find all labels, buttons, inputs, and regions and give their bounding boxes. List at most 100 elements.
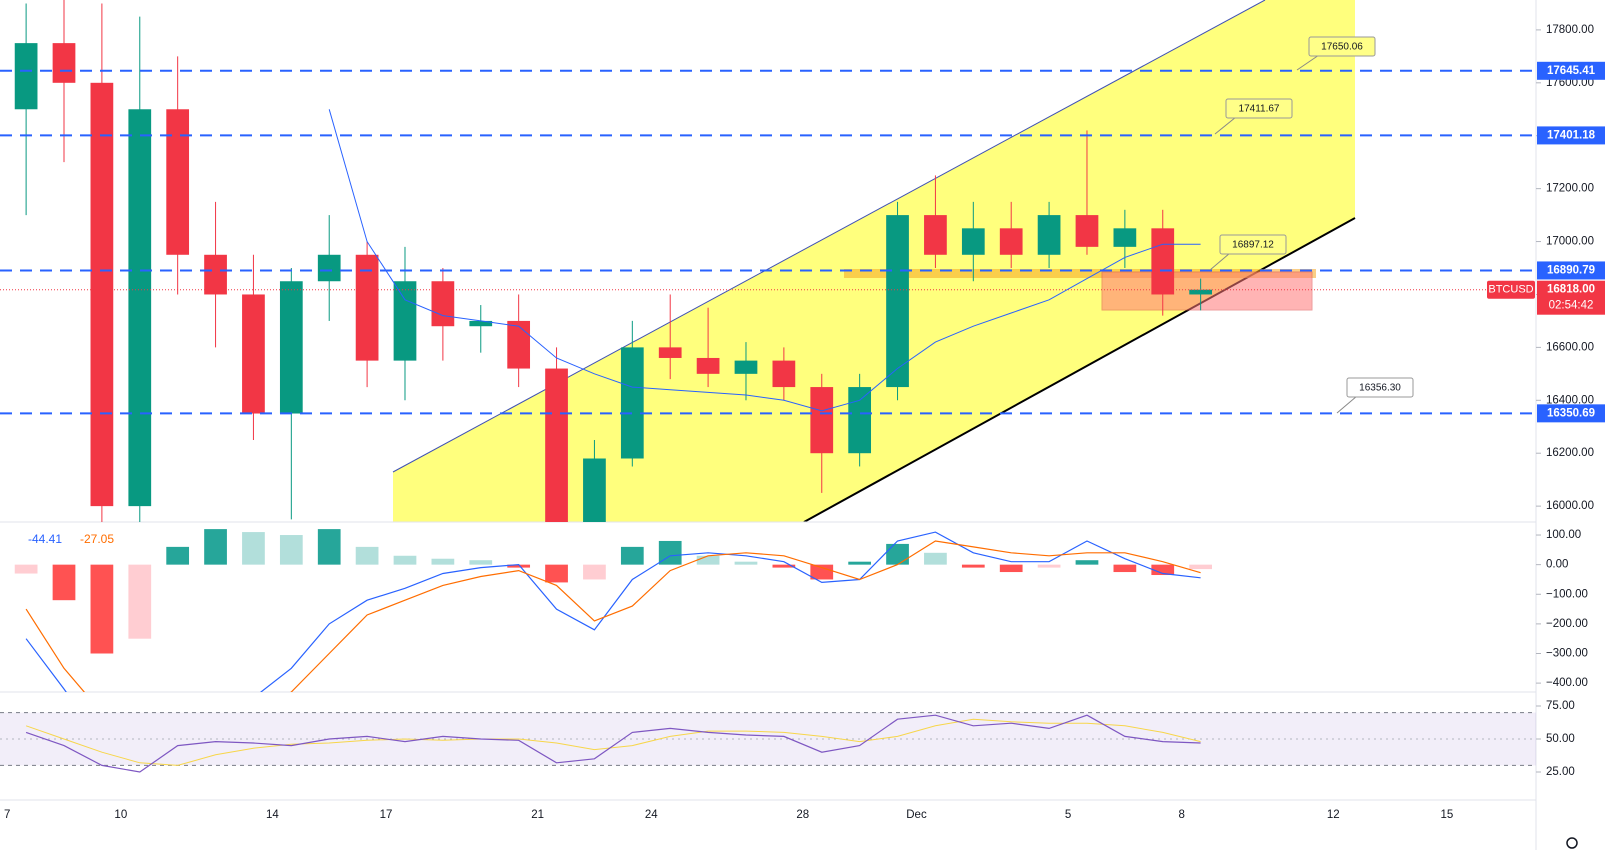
histogram-bar <box>279 535 303 565</box>
histogram-bar <box>886 543 909 565</box>
candle-body <box>924 215 947 255</box>
histogram-bar <box>431 558 455 565</box>
y-tick-label: 17200.00 <box>1546 183 1594 195</box>
candle-body <box>848 387 872 454</box>
candle-body <box>1037 215 1061 255</box>
histogram-bar <box>961 564 985 568</box>
moving-average <box>328 109 1201 412</box>
level-label: 16890.79 <box>1547 264 1595 276</box>
level-label: 17401.18 <box>1547 129 1596 141</box>
zone <box>844 269 1316 278</box>
y-tick-label: 17800.00 <box>1546 24 1594 36</box>
histogram-bar <box>583 564 606 580</box>
symbol-label: BTCUSD <box>1488 284 1533 296</box>
y-tick-label: 75.00 <box>1546 700 1575 712</box>
callout-label: 16897.12 <box>1232 240 1274 251</box>
settings-icon[interactable] <box>1566 837 1578 849</box>
drawings <box>392 0 1356 522</box>
y-tick-label: −100.00 <box>1546 588 1588 600</box>
histogram-bar <box>242 532 265 565</box>
candle-body <box>999 228 1023 255</box>
channel-lower <box>803 217 1356 522</box>
callout-pointer <box>1214 116 1237 135</box>
symbol-box <box>1487 280 1535 299</box>
candle-body <box>1113 228 1137 247</box>
y-tick-label: 16000.00 <box>1546 500 1594 512</box>
candle-body <box>658 347 682 358</box>
candle-body <box>772 360 796 388</box>
candle-body <box>696 357 720 374</box>
histogram-bar <box>507 564 531 568</box>
candle-body <box>355 254 379 361</box>
candle-body <box>1075 215 1099 247</box>
y-tick-label: 50.00 <box>1546 733 1575 745</box>
x-tick-label: 17 <box>380 809 393 821</box>
countdown-label: 02:54:42 <box>1549 300 1594 312</box>
level-label: 17645.41 <box>1547 65 1596 77</box>
candle-body <box>734 360 758 374</box>
callout-label: 17650.06 <box>1321 42 1363 53</box>
candle-body <box>279 281 303 414</box>
histogram-bar <box>1151 564 1175 576</box>
x-tick-label: 14 <box>266 809 279 821</box>
candle-body <box>507 320 531 369</box>
histogram-bar <box>924 552 947 565</box>
candle-body <box>128 109 152 507</box>
histogram-bar <box>128 564 152 639</box>
callout-label: 16356.30 <box>1359 383 1401 394</box>
x-tick-label: 15 <box>1441 809 1454 821</box>
x-tick-label: 5 <box>1065 809 1071 821</box>
y-tick-label: −200.00 <box>1546 618 1588 630</box>
pane <box>14 529 1213 692</box>
y-tick-label: 17000.00 <box>1546 236 1594 248</box>
price-label: 16818.00 <box>1547 284 1595 296</box>
level-box <box>1537 261 1605 280</box>
candle-body <box>810 387 834 454</box>
histogram-bar <box>393 555 417 565</box>
candle-body <box>166 109 190 255</box>
pane <box>14 0 1213 522</box>
y-tick-label: 16200.00 <box>1546 447 1594 459</box>
channel-upper <box>392 0 1266 473</box>
histogram-bar <box>355 546 379 565</box>
y-tick-label: −400.00 <box>1546 677 1588 689</box>
histogram-bar <box>166 546 190 565</box>
candle-body <box>886 215 909 388</box>
price-box <box>1537 280 1605 315</box>
callout-box <box>1225 98 1293 119</box>
y-tick-label: 16600.00 <box>1546 341 1594 353</box>
legend-value: -44.41 <box>28 532 62 546</box>
channel-fill <box>393 0 1355 522</box>
candle-body <box>393 281 417 361</box>
histogram-bar <box>14 564 38 574</box>
candle-body <box>1189 289 1213 295</box>
level-label: 16350.69 <box>1547 407 1595 419</box>
x-tick-label: 10 <box>114 809 127 821</box>
x-tick-label: Dec <box>906 809 927 821</box>
y-tick-label: 25.00 <box>1546 766 1575 778</box>
callout-label: 17411.67 <box>1239 104 1280 115</box>
x-tick-label: 24 <box>645 809 658 821</box>
callout-pointer <box>1336 395 1358 414</box>
candle-body <box>52 43 76 83</box>
level-box <box>1537 404 1605 423</box>
candle-body <box>431 281 455 327</box>
x-tick-label: 7 <box>4 809 10 821</box>
histogram-bar <box>810 564 834 580</box>
level-box <box>1537 61 1605 80</box>
histogram-bar <box>1189 564 1213 570</box>
histogram-bar <box>317 529 341 565</box>
histogram-bar <box>734 561 758 565</box>
histogram-bar <box>1075 560 1099 565</box>
callout-pointer <box>1296 54 1320 71</box>
histogram-bar <box>999 564 1023 573</box>
y-tick-label: 17600.00 <box>1546 77 1594 89</box>
x-tick-label: 28 <box>796 809 809 821</box>
candle-body <box>583 458 606 522</box>
x-tick-label: 8 <box>1178 809 1184 821</box>
y-tick-label: 0.00 <box>1546 559 1568 571</box>
histogram-bar <box>204 529 227 565</box>
rsi-ma <box>25 718 1201 766</box>
macd-line <box>25 540 1201 692</box>
